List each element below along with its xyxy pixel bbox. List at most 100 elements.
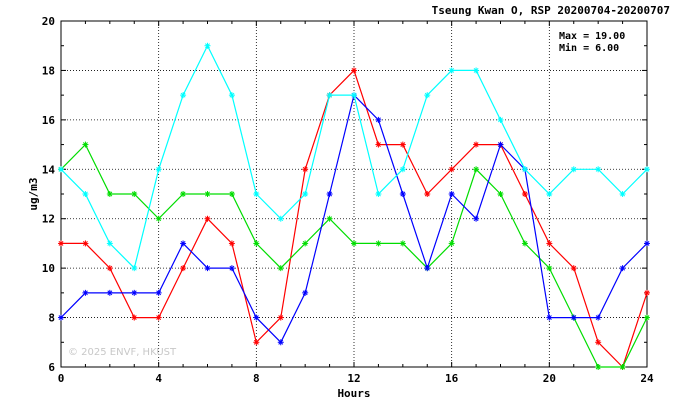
marker-stroke [205, 43, 210, 49]
y-tick-label: 12 [42, 213, 55, 226]
marker-stroke [205, 191, 210, 197]
data-point [595, 364, 602, 370]
marker-stroke [278, 339, 284, 345]
watermark: © 2025 ENVF, HKUST [68, 347, 177, 358]
marker-stroke [620, 364, 626, 370]
marker-stroke [229, 92, 235, 98]
data-point [595, 314, 602, 321]
marker-stroke [58, 240, 64, 246]
marker-stroke [424, 92, 430, 98]
marker-stroke [156, 166, 162, 172]
data-point [228, 92, 235, 99]
marker-stroke [278, 265, 284, 271]
marker-stroke [473, 67, 479, 73]
data-point [497, 116, 504, 123]
x-tick-label: 20 [543, 372, 556, 385]
marker-stroke [375, 191, 381, 197]
marker-stroke [302, 290, 308, 296]
marker-stroke [351, 67, 357, 73]
marker-stroke [595, 315, 601, 321]
data-point [228, 240, 235, 247]
data-point [448, 67, 455, 74]
data-point [595, 339, 602, 346]
marker-stroke [595, 364, 601, 370]
marker-stroke [522, 240, 528, 246]
marker-stroke [595, 339, 601, 345]
data-point [570, 314, 577, 321]
chart-title: Tseung Kwan O, RSP 20200704-20200707 [432, 4, 670, 17]
y-tick-label: 6 [48, 361, 55, 374]
y-tick-label: 20 [42, 15, 55, 28]
data-point [521, 191, 528, 197]
data-point [399, 166, 406, 173]
data-point [448, 191, 455, 197]
data-point [302, 191, 309, 197]
marker-stroke [82, 191, 88, 197]
data-point [570, 166, 577, 173]
y-tick-label: 14 [42, 163, 56, 176]
marker-stroke [546, 240, 552, 246]
marker-stroke [571, 265, 577, 271]
data-point [228, 191, 235, 197]
y-tick-label: 18 [42, 64, 55, 77]
marker-stroke [107, 191, 113, 197]
x-tick-label: 16 [445, 372, 459, 385]
data-point [570, 265, 577, 272]
marker-stroke [620, 265, 626, 271]
data-point [180, 92, 187, 99]
data-point [204, 42, 211, 49]
marker-stroke [375, 240, 381, 246]
marker-stroke [644, 240, 650, 246]
data-point [180, 240, 187, 247]
data-point [595, 166, 602, 173]
marker-stroke [424, 265, 430, 271]
marker-stroke [205, 265, 210, 271]
data-point [58, 314, 64, 321]
marker-stroke [82, 142, 88, 148]
axis-ticks: 0 4 8 12 16 20 24 6 8 10 12 14 16 18 20 [42, 15, 654, 385]
marker-stroke [473, 216, 479, 222]
y-tick-label: 16 [42, 114, 56, 127]
data-point [302, 289, 309, 296]
marker-stroke [180, 92, 186, 98]
marker-stroke [327, 191, 333, 197]
data-point [473, 67, 480, 74]
marker-stroke [522, 166, 528, 172]
marker-stroke [82, 290, 88, 296]
marker-stroke [131, 191, 137, 197]
x-tick-label: 8 [253, 372, 260, 385]
data-point [351, 92, 357, 99]
x-tick-label: 12 [347, 372, 360, 385]
data-point [473, 215, 480, 222]
data-point [82, 240, 89, 247]
series-2 [58, 141, 650, 370]
marker-stroke [595, 166, 601, 172]
data-point [473, 141, 480, 148]
data-point [375, 141, 382, 148]
marker-stroke [546, 315, 552, 321]
data-point [180, 191, 187, 197]
marker-stroke [400, 191, 406, 197]
marker-stroke [498, 191, 503, 197]
marker-stroke [644, 315, 650, 321]
y-axis-label: ug/m3 [27, 177, 40, 210]
marker-stroke [253, 240, 259, 246]
max-annotation: Max = 19.00 [559, 31, 625, 42]
data-point [424, 92, 431, 99]
marker-stroke [107, 290, 113, 296]
y-tick-label: 8 [48, 312, 55, 325]
data-point [473, 166, 480, 173]
marker-stroke [400, 240, 406, 246]
data-point [424, 191, 431, 197]
data-point [131, 265, 138, 272]
data-point [546, 265, 553, 272]
x-tick-label: 24 [640, 372, 654, 385]
marker-stroke [302, 240, 308, 246]
data-point [106, 289, 113, 296]
data-point [424, 265, 431, 272]
x-axis-label: Hours [337, 387, 370, 400]
data-point [277, 215, 284, 222]
data-point [546, 314, 553, 321]
data-point [448, 166, 455, 173]
marker-stroke [107, 265, 113, 271]
